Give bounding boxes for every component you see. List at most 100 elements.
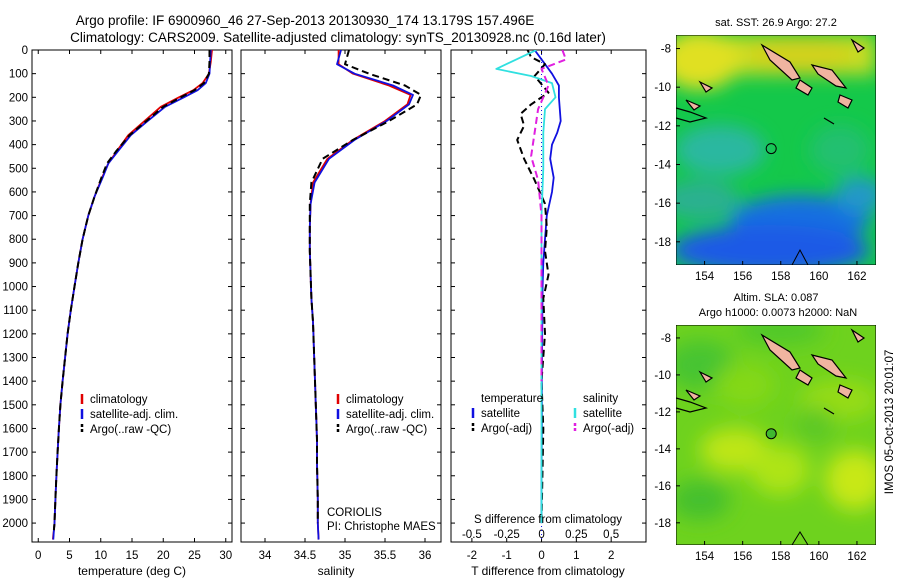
- legend-label: Argo(..raw -QC): [90, 424, 171, 436]
- s-tick-label: -0.5: [462, 529, 482, 541]
- temperature-legend: climatology satellite-adj. clim. Argo(..ra…: [80, 394, 178, 436]
- legend-label: climatology: [90, 394, 148, 406]
- difference-legend: temperature satellite Argo(-adj) salinity sa…: [471, 393, 634, 435]
- sla-map-subtitle: Argo h1000: 0.0073 h2000: NaN: [699, 307, 857, 319]
- s-tick-label: 0.25: [565, 529, 587, 541]
- salinity-lines: [308, 50, 422, 540]
- y-tick-label: 1900: [2, 494, 28, 506]
- x-tick-label: 15: [126, 550, 139, 562]
- figure-title-line-2: Climatology: CARS2009. Satellite-adjuste…: [70, 30, 606, 45]
- x-tick-label: 10: [94, 550, 107, 562]
- series-line: [52, 50, 211, 531]
- sla-map: Altim. SLA: 0.087 Argo h1000: 0.0073 h20…: [654, 292, 876, 563]
- y-tick-label: 1000: [2, 282, 28, 294]
- imos-timestamp-label: IMOS 05-Oct-2013 20:01:07: [884, 350, 896, 494]
- temperature-x-ticks: 0 5 10 15 20 25 30: [35, 50, 232, 562]
- y-tick-label: 600: [9, 187, 28, 199]
- y-tick-label: 1100: [3, 305, 28, 317]
- legend-label: salinity: [583, 393, 618, 405]
- x-tick-label: 34.5: [294, 550, 316, 562]
- legend-label: climatology: [346, 394, 404, 406]
- y-tick-label: 500: [9, 163, 28, 175]
- map-lat-label: -10: [654, 370, 671, 382]
- y-tick-label: 100: [9, 69, 28, 81]
- salinity-legend: climatology satellite-adj. clim. Argo(..ra…: [336, 394, 434, 436]
- x-tick-label: 20: [157, 550, 170, 562]
- y-tick-label: 1400: [2, 376, 28, 388]
- legend-label: Argo(..raw -QC): [346, 424, 427, 436]
- legend-label: satellite: [583, 408, 622, 420]
- y-tick-label: 1800: [2, 471, 28, 483]
- map-lon-label: 162: [847, 551, 866, 563]
- pi-label: PI: Christophe MAES: [327, 521, 436, 533]
- map-lat-label: -14: [654, 444, 671, 456]
- y-tick-label: 2000: [2, 518, 28, 530]
- x-tick-label: 34: [259, 550, 272, 562]
- y-tick-label: 1600: [2, 423, 28, 435]
- sla-argo-marker: [765, 428, 777, 440]
- x-tick-label: 2: [608, 550, 614, 562]
- map-lon-label: 156: [733, 551, 752, 563]
- x-tick-label: 36: [419, 550, 432, 562]
- x-tick-label: -2: [467, 550, 477, 562]
- sla-map-title: Altim. SLA: 0.087: [734, 292, 819, 304]
- temperature-x-label: temperature (deg C): [78, 564, 186, 578]
- map-lon-label: 154: [695, 271, 715, 283]
- legend-label: satellite-adj. clim.: [346, 409, 434, 421]
- map-lat-label: -8: [661, 333, 671, 345]
- y-tick-label: 800: [9, 234, 28, 246]
- y-tick-label: 1200: [2, 329, 28, 341]
- x-tick-label: 35: [339, 550, 352, 562]
- map-lat-label: -10: [654, 82, 671, 94]
- sst-islands: [685, 38, 866, 111]
- salinity-x-ticks: 34 34.5 35 35.5 36: [259, 50, 432, 562]
- series-line: [308, 50, 422, 524]
- y-tick-label: 400: [9, 140, 28, 152]
- legend-label: temperature: [481, 393, 543, 405]
- y-tick-label: 700: [9, 211, 28, 223]
- map-lon-label: 160: [809, 551, 828, 563]
- legend-label: satellite-adj. clim.: [90, 409, 178, 421]
- map-lat-label: -12: [654, 407, 671, 419]
- s-tick-label: -0.25: [494, 529, 520, 541]
- sst-argo-marker: [765, 143, 777, 155]
- map-lat-label: -8: [661, 44, 671, 56]
- salinity-profile-panel: 34 34.5 35 35.5 36 climatology satellite-adj.…: [240, 49, 442, 578]
- map-lon-label: 158: [771, 271, 790, 283]
- difference-profile-panel: -2 -1 0 1 2 -0.5 -0.25 0 0.25 0.5 temperature sat…: [450, 49, 647, 578]
- t-difference-label: T difference from climatology: [471, 564, 625, 578]
- map-lon-label: 162: [847, 271, 866, 283]
- x-tick-label: -1: [502, 550, 512, 562]
- y-tick-label: 300: [9, 116, 28, 128]
- y-tick-label: 1500: [2, 400, 28, 412]
- sst-map-title: sat. SST: 26.9 Argo: 27.2: [715, 17, 837, 29]
- difference-x-ticks: -2 -1 0 1 2: [467, 50, 614, 562]
- map-lat-label: -14: [654, 159, 671, 171]
- legend-label: Argo(-adj): [481, 423, 532, 435]
- s-tick-label: 0.5: [603, 529, 619, 541]
- salinity-x-label: salinity: [318, 564, 355, 578]
- x-tick-label: 5: [66, 550, 72, 562]
- sla-islands: [685, 328, 866, 401]
- legend-label: Argo(-adj): [583, 423, 634, 435]
- temperature-profile-panel: 0100200300400500600700800900100011001200…: [2, 45, 233, 578]
- map-lat-label: -18: [654, 518, 671, 530]
- map-lat-label: -12: [654, 121, 671, 133]
- sla-map-axis-labels: 154 156 158 160 162 -8 -10 -12 -14 -16 -18: [654, 333, 866, 563]
- map-lon-label: 158: [771, 551, 790, 563]
- series-line: [530, 50, 567, 382]
- y-tick-label: 900: [9, 258, 28, 270]
- sst-map-axis-labels: 154 156 158 160 162 -8 -10 -12 -14 -16 -18: [654, 44, 866, 283]
- depth-axis-labels: 0 100 200 300 400 500 600 700 800 900 1000 1100 1200…: [2, 45, 28, 530]
- x-tick-label: 1: [573, 550, 579, 562]
- temperature-lines: [52, 50, 213, 540]
- difference-lines: [495, 50, 567, 542]
- x-tick-label: 35.5: [374, 550, 396, 562]
- map-lon-label: 160: [809, 271, 828, 283]
- series-line: [516, 50, 550, 524]
- s-difference-label: S difference from climatology: [474, 514, 622, 526]
- sst-map: sat. SST: 26.9 Argo: 27.2: [654, 17, 876, 283]
- y-tick-label: 0: [22, 45, 28, 57]
- map-lat-label: -18: [654, 237, 671, 249]
